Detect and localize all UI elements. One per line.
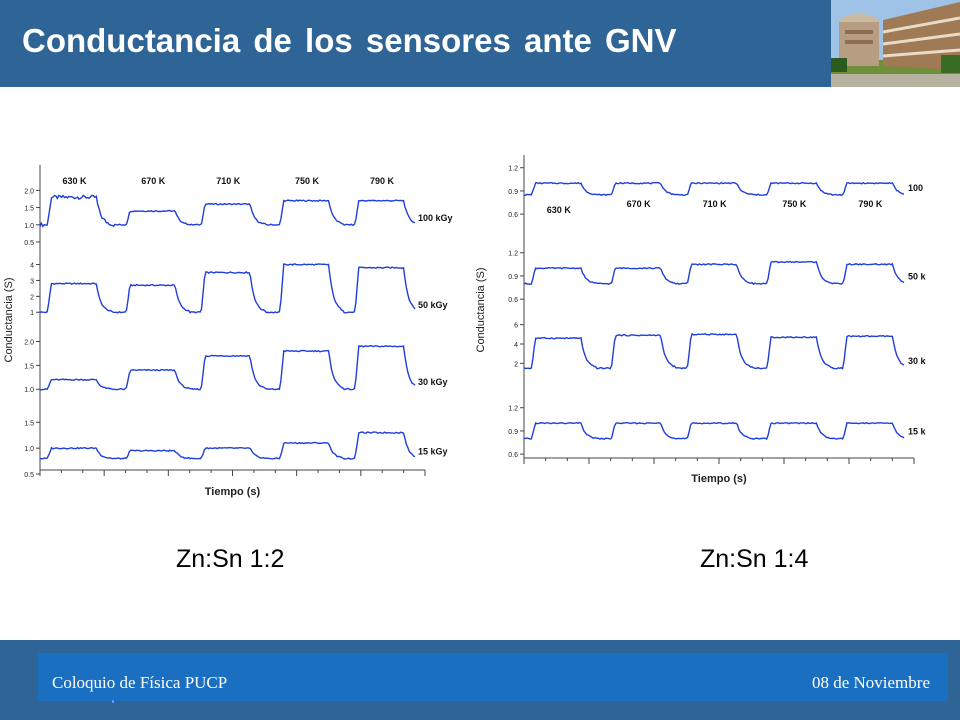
- y-tick-label: 0.9: [508, 189, 518, 196]
- series-label: 30 kGy: [908, 356, 926, 366]
- series-line-15-kgy: [524, 421, 905, 441]
- series-line-50-kgy: [523, 260, 905, 286]
- y-tick-label: 1.5: [24, 363, 34, 370]
- caption-left: Zn:Sn 1:2: [176, 545, 285, 573]
- series-label: 50 kGy: [418, 300, 448, 310]
- y-tick-label: 1.0: [24, 387, 34, 394]
- building-photo: [831, 0, 960, 87]
- series-line-30-kgy: [523, 332, 905, 370]
- y-tick-label: 1.5: [24, 420, 34, 427]
- y-tick-label: 1.0: [24, 223, 34, 230]
- x-axis-label: Tiempo (s): [691, 473, 747, 485]
- temperature-label: 670 K: [141, 176, 166, 186]
- temperature-label: 630 K: [547, 205, 572, 215]
- series-label: 100 kGy: [908, 183, 926, 193]
- temperature-label: 790 K: [370, 176, 395, 186]
- y-tick-label: 2: [30, 294, 34, 301]
- series-label: 100 kGy: [418, 213, 453, 223]
- y-tick-label: 2.0: [24, 340, 34, 347]
- temperature-label: 630 K: [63, 176, 88, 186]
- y-tick-label: 1.5: [24, 206, 34, 213]
- chart-zn-sn-1-4: Tiempo (s) Conductancia (S) 1.2 0.9 0.6 100 k…: [475, 155, 926, 485]
- header-bar: [0, 0, 960, 87]
- y-tick-label: 0.9: [508, 274, 518, 281]
- temperature-label: 750 K: [782, 199, 807, 209]
- y-tick-label: 4: [30, 263, 34, 270]
- temperature-label: 790 K: [858, 199, 883, 209]
- y-tick-label: 1.2: [508, 406, 518, 413]
- chart-zn-sn-1-2: Tiempo (s)Conductancia (S)2.01.51.00.510…: [3, 165, 453, 498]
- footer-event: Coloquio de Física PUCP: [52, 673, 228, 692]
- y-tick-label: 0.9: [508, 429, 518, 436]
- series-label: 15 kGy: [908, 427, 926, 437]
- temperature-label: 670 K: [627, 199, 652, 209]
- y-tick-label: 0.6: [508, 452, 518, 459]
- footer-inner-bar: [38, 653, 948, 701]
- temperature-label: 710 K: [703, 199, 728, 209]
- y-tick-label: 2: [514, 361, 518, 368]
- series-label: 15 kGy: [418, 447, 448, 457]
- y-tick-label: 1: [30, 310, 34, 317]
- temperature-label: 750 K: [295, 176, 320, 186]
- series-label: 50 kGy: [908, 272, 926, 282]
- y-tick-label: 0.5: [24, 240, 34, 247]
- series-label: 30 kGy: [418, 377, 448, 387]
- x-axis-label: Tiempo (s): [205, 486, 261, 498]
- series-line-30-kgy: [40, 344, 416, 391]
- y-tick-label: 2.0: [24, 188, 34, 195]
- y-axis-label: Conductancia (S): [475, 268, 487, 353]
- y-tick-label: 1.0: [24, 446, 34, 453]
- series-line-100-kgy: [39, 194, 416, 228]
- series-line-100-kgy: [523, 181, 904, 197]
- temperature-label: 710 K: [216, 176, 241, 186]
- y-tick-label: 6: [514, 323, 518, 330]
- y-tick-label: 0.6: [508, 212, 518, 219]
- y-tick-label: 1.2: [508, 166, 518, 173]
- series-line-15-kgy: [39, 431, 416, 460]
- y-tick-label: 3: [30, 278, 34, 285]
- y-tick-label: 0.5: [24, 472, 34, 479]
- series-line-50-kgy: [39, 263, 416, 314]
- footer-marker: [112, 700, 114, 703]
- footer-date: 08 de Noviembre: [811, 673, 930, 692]
- slide-title: Conductancia de los sensores ante GNV: [22, 22, 677, 59]
- caption-right: Zn:Sn 1:4: [700, 545, 809, 573]
- y-tick-label: 0.6: [508, 297, 518, 304]
- y-tick-label: 1.2: [508, 251, 518, 258]
- y-axis-label: Conductancia (S): [3, 278, 15, 363]
- y-tick-label: 4: [514, 342, 518, 349]
